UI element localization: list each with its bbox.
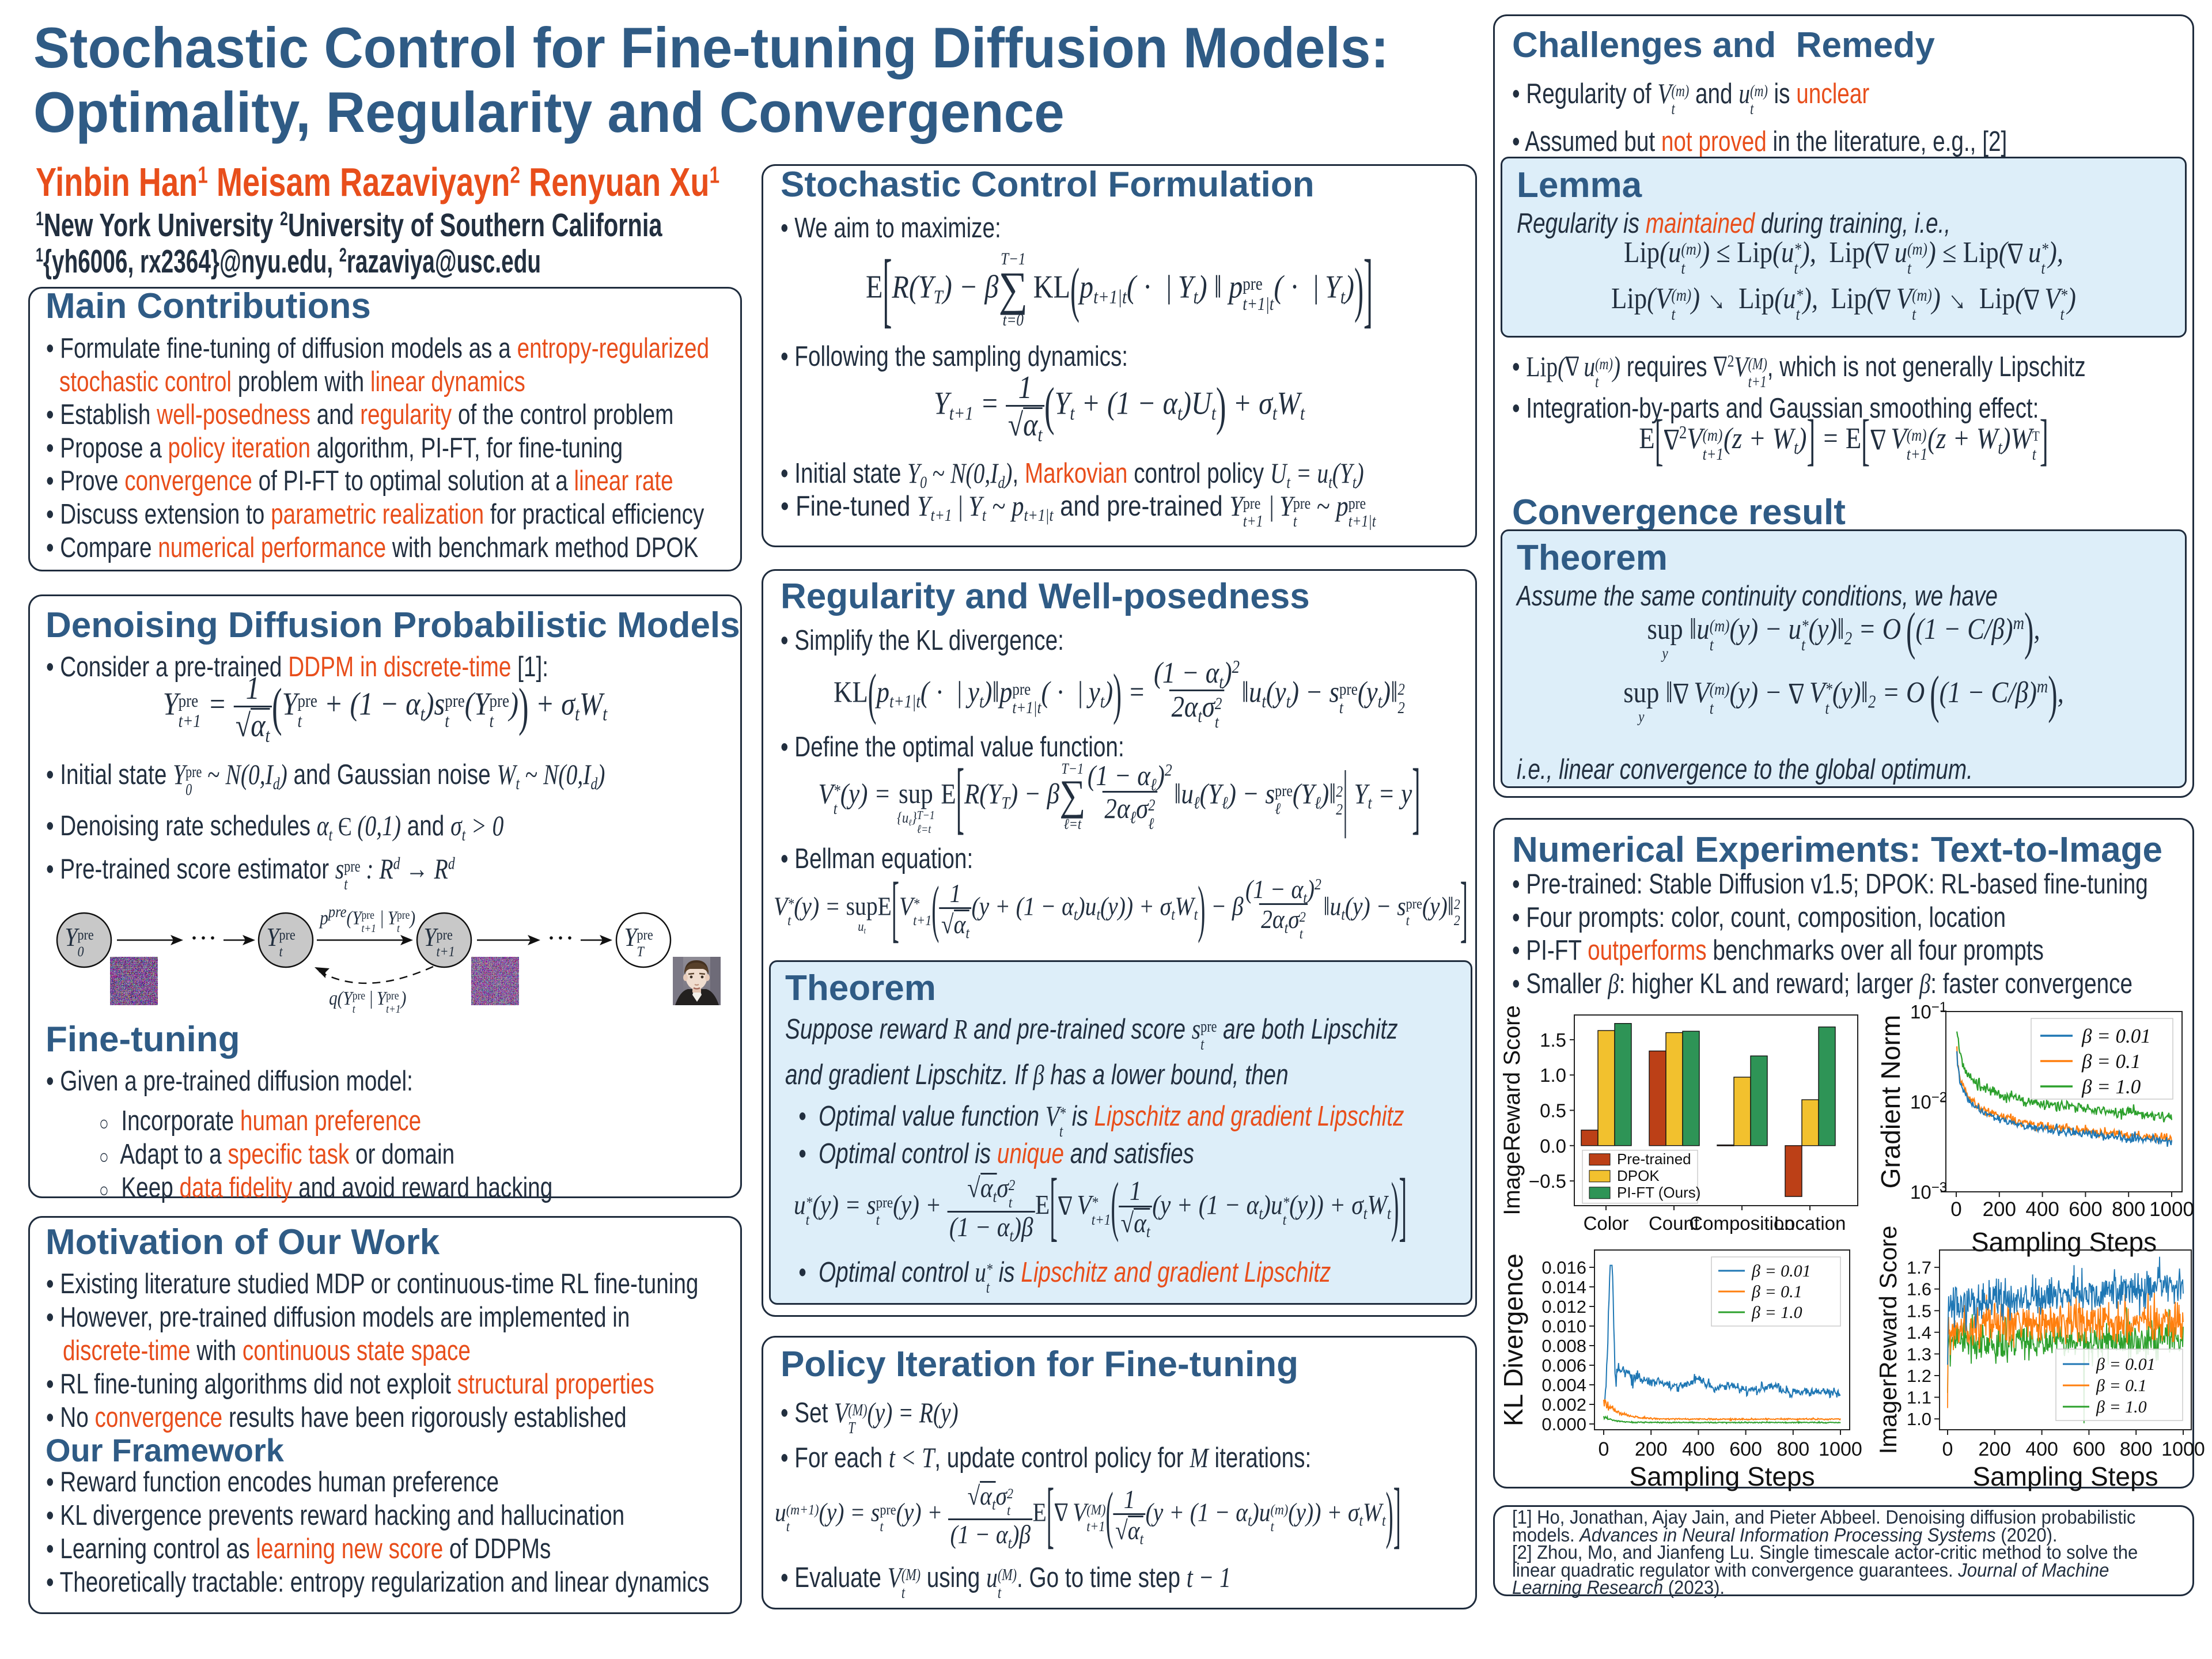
svg-text:β = 0.01: β = 0.01	[2096, 1355, 2156, 1374]
svg-text:1.5: 1.5	[1540, 1029, 1566, 1051]
svg-text:β = 0.01: β = 0.01	[2081, 1025, 2151, 1047]
svg-text:400: 400	[2025, 1198, 2059, 1221]
svg-text:Color: Color	[1584, 1213, 1629, 1234]
svg-text:Sampling Steps: Sampling Steps	[1971, 1227, 2157, 1257]
svg-text:PI-FT (Ours): PI-FT (Ours)	[1617, 1184, 1700, 1201]
svg-text:10−3: 10−3	[1910, 1180, 1947, 1203]
svg-text:β = 0.1: β = 0.1	[2081, 1050, 2141, 1073]
svg-text:Composition: Composition	[1689, 1213, 1794, 1234]
svg-text:200: 200	[1983, 1198, 2016, 1221]
svg-text:0.0: 0.0	[1540, 1135, 1566, 1157]
svg-text:0.000: 0.000	[1541, 1414, 1586, 1434]
svg-text:ImagerReward Score: ImagerReward Score	[1874, 1226, 1902, 1455]
svg-text:0: 0	[1599, 1438, 1609, 1460]
svg-text:1.7: 1.7	[1907, 1257, 1931, 1278]
svg-text:800: 800	[1777, 1438, 1809, 1460]
svg-text:600: 600	[2069, 1198, 2102, 1221]
svg-text:1.0: 1.0	[1907, 1409, 1931, 1429]
svg-text:0.014: 0.014	[1541, 1277, 1586, 1297]
svg-text:DPOK: DPOK	[1617, 1167, 1660, 1184]
svg-text:β = 0.1: β = 0.1	[2096, 1376, 2147, 1395]
svg-text:1000: 1000	[1819, 1438, 1862, 1460]
svg-text:1.2: 1.2	[1907, 1366, 1931, 1386]
svg-text:10−1: 10−1	[1910, 999, 1947, 1022]
svg-text:−0.5: −0.5	[1529, 1171, 1566, 1192]
svg-text:0.012: 0.012	[1541, 1297, 1586, 1317]
svg-text:β = 1.0: β = 1.0	[2096, 1397, 2147, 1416]
svg-text:KL Divergence: KL Divergence	[1498, 1253, 1528, 1426]
svg-text:0: 0	[1950, 1198, 1961, 1221]
svg-text:1.6: 1.6	[1907, 1279, 1931, 1300]
svg-text:1000: 1000	[2149, 1198, 2194, 1221]
svg-text:β = 0.1: β = 0.1	[1751, 1282, 1802, 1301]
svg-text:200: 200	[1635, 1438, 1668, 1460]
svg-text:200: 200	[1978, 1438, 2011, 1460]
svg-text:1.5: 1.5	[1907, 1301, 1931, 1321]
svg-text:0.010: 0.010	[1541, 1316, 1586, 1336]
svg-text:0.006: 0.006	[1541, 1355, 1586, 1376]
svg-text:0.002: 0.002	[1541, 1395, 1586, 1415]
svg-text:600: 600	[1729, 1438, 1762, 1460]
svg-text:0.004: 0.004	[1541, 1375, 1586, 1395]
svg-text:0: 0	[1942, 1438, 1953, 1460]
svg-text:0.016: 0.016	[1541, 1257, 1586, 1278]
svg-text:ImageReward Score: ImageReward Score	[1499, 1005, 1525, 1215]
svg-text:1.0: 1.0	[1540, 1065, 1566, 1086]
svg-text:400: 400	[2025, 1438, 2058, 1460]
svg-text:1.3: 1.3	[1907, 1344, 1931, 1364]
svg-text:10−2: 10−2	[1910, 1090, 1947, 1113]
svg-text:β = 1.0: β = 1.0	[1751, 1303, 1802, 1322]
svg-text:800: 800	[2112, 1198, 2145, 1221]
svg-text:400: 400	[1682, 1438, 1715, 1460]
svg-text:···: ···	[547, 923, 574, 953]
svg-text:Count: Count	[1649, 1213, 1699, 1234]
svg-text:Gradient Norm: Gradient Norm	[1876, 1015, 1906, 1189]
svg-text:1000: 1000	[2161, 1438, 2205, 1460]
svg-text:···: ···	[190, 923, 217, 953]
svg-text:800: 800	[2120, 1438, 2153, 1460]
svg-text:β = 1.0: β = 1.0	[2081, 1075, 2141, 1098]
svg-text:1.1: 1.1	[1907, 1388, 1931, 1408]
svg-text:0.5: 0.5	[1540, 1100, 1566, 1122]
svg-text:Location: Location	[1774, 1213, 1846, 1234]
svg-text:Sampling Steps: Sampling Steps	[1972, 1461, 2158, 1491]
svg-text:β = 0.01: β = 0.01	[1751, 1262, 1811, 1281]
svg-text:1.4: 1.4	[1907, 1323, 1931, 1343]
svg-text:Pre-trained: Pre-trained	[1617, 1150, 1691, 1168]
svg-text:600: 600	[2073, 1438, 2105, 1460]
svg-text:0.008: 0.008	[1541, 1336, 1586, 1356]
svg-text:Sampling Steps: Sampling Steps	[1629, 1461, 1815, 1491]
